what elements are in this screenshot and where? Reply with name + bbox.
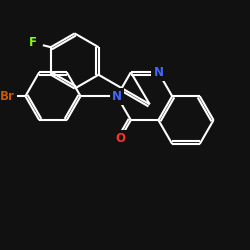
Text: Br: Br [0, 90, 15, 103]
Text: N: N [112, 90, 122, 103]
Text: O: O [115, 132, 125, 145]
Text: N: N [154, 66, 164, 79]
Text: F: F [29, 36, 37, 49]
